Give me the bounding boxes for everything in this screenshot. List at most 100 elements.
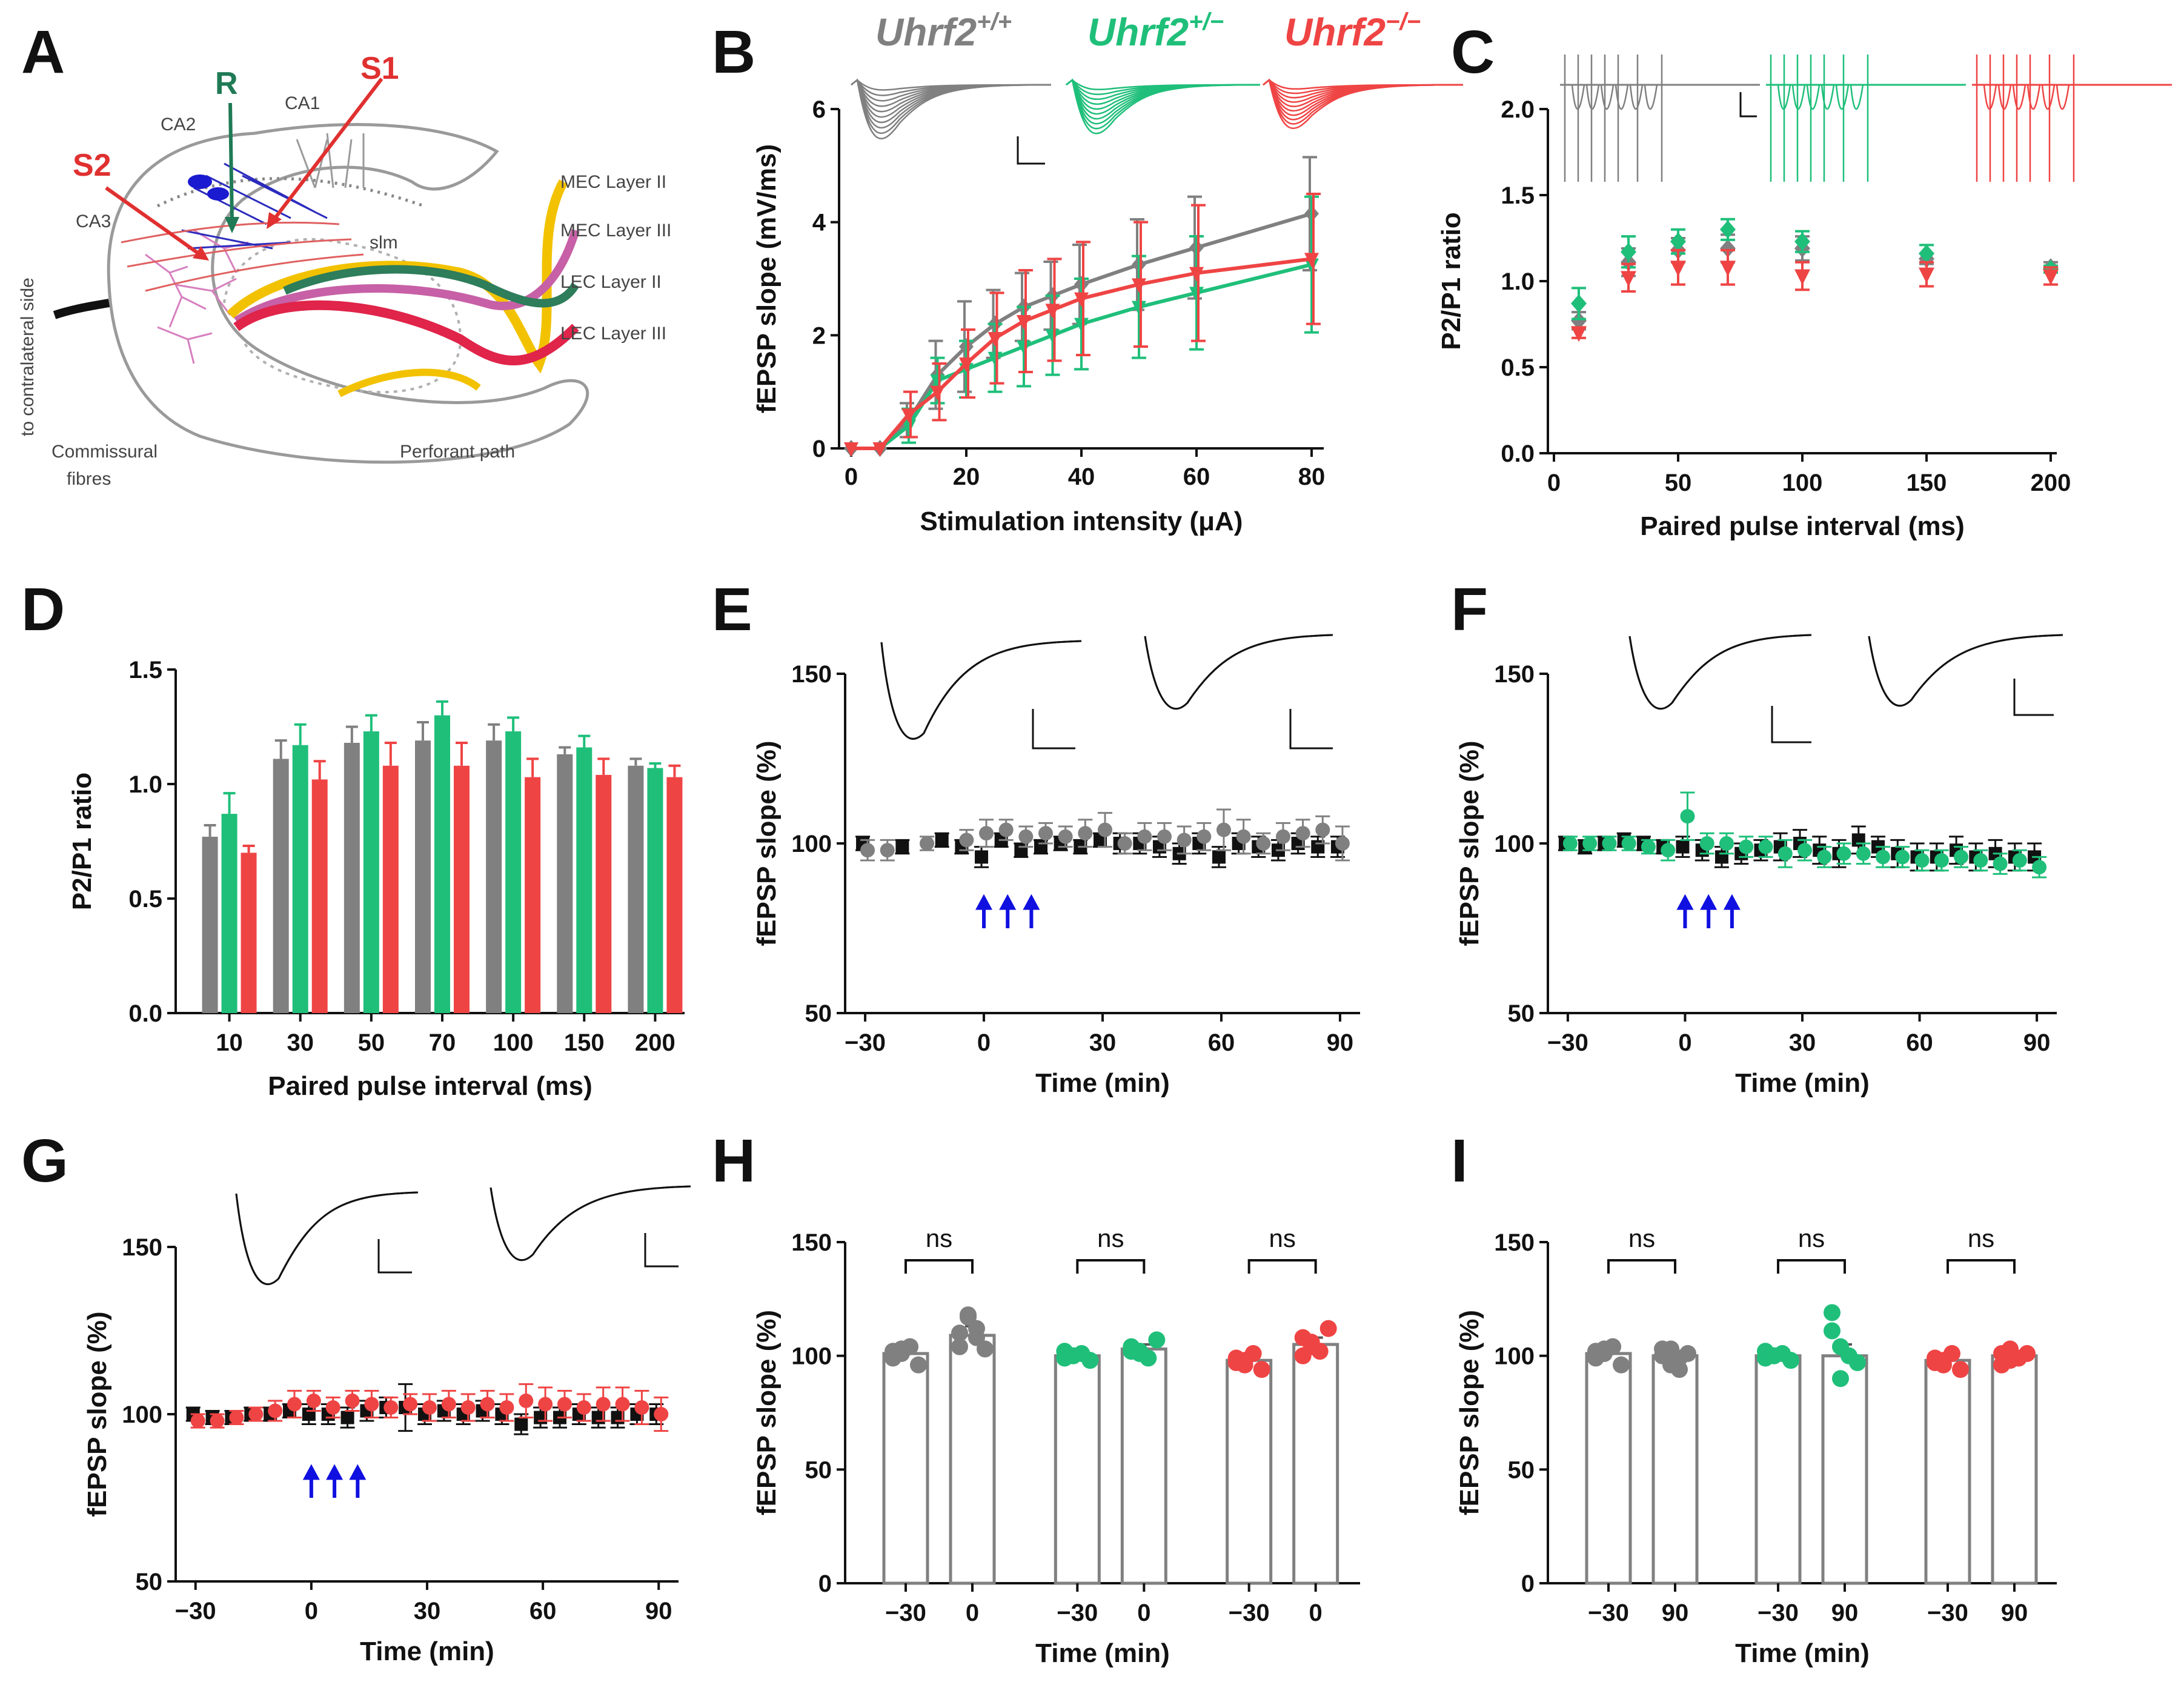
x-tick-label: 0 bbox=[966, 1600, 979, 1626]
bar bbox=[576, 747, 592, 1013]
data-point bbox=[895, 840, 909, 854]
y-tick-label: 50 bbox=[805, 1000, 832, 1027]
x-tick-label: 0 bbox=[1547, 470, 1561, 496]
x-tick-label: −30 bbox=[1757, 1600, 1799, 1626]
data-point bbox=[210, 1414, 225, 1429]
y-tick-label: 100 bbox=[791, 1343, 832, 1370]
data-point bbox=[1720, 239, 1736, 258]
sig-label: ns bbox=[926, 1224, 952, 1252]
bar bbox=[1754, 1354, 1802, 1585]
x-axis-label: Time (min) bbox=[1735, 1638, 1870, 1668]
trace-pp-wt bbox=[1644, 84, 1658, 110]
bar bbox=[415, 740, 431, 1013]
x-tick-label: −30 bbox=[1927, 1600, 1968, 1626]
data-point bbox=[1919, 244, 1934, 263]
data-point bbox=[959, 833, 974, 848]
trace-f-2 bbox=[1868, 634, 2063, 707]
y-tick-label: 1.0 bbox=[1501, 268, 1535, 295]
x-tick-label: 70 bbox=[429, 1029, 456, 1056]
data-point bbox=[576, 1400, 591, 1415]
label-contralateral: to contralateral side bbox=[18, 278, 38, 436]
y-tick-label: 150 bbox=[122, 1234, 162, 1261]
tbs-arrowhead bbox=[975, 894, 993, 910]
y-tick-label: 0.5 bbox=[128, 886, 162, 912]
trace-het bbox=[1066, 78, 1261, 135]
sig-bracket bbox=[1607, 1259, 1676, 1274]
x-tick-label: 50 bbox=[358, 1029, 385, 1056]
ca2-soma bbox=[188, 175, 212, 189]
data-point bbox=[1824, 1304, 1840, 1321]
data-point bbox=[872, 442, 888, 457]
data-point bbox=[480, 1397, 495, 1412]
x-tick-label: 200 bbox=[635, 1029, 675, 1056]
data-point bbox=[998, 822, 1014, 837]
y-axis-label: fEPSP slope (%) bbox=[1455, 1310, 1484, 1515]
data-point bbox=[1074, 292, 1089, 307]
x-tick-label: −30 bbox=[1057, 1600, 1098, 1626]
bar bbox=[557, 754, 573, 1013]
bar bbox=[311, 779, 328, 1013]
bar bbox=[647, 768, 663, 1013]
x-tick-label: 60 bbox=[1208, 1029, 1235, 1056]
series-line-0 bbox=[851, 211, 1312, 450]
label-slm: slm bbox=[370, 233, 398, 253]
data-point bbox=[1562, 836, 1578, 851]
data-point bbox=[901, 408, 916, 423]
data-point bbox=[1604, 1338, 1621, 1355]
bar bbox=[1292, 1343, 1339, 1585]
sig-label: ns bbox=[1097, 1224, 1124, 1252]
bar bbox=[666, 777, 683, 1013]
panel-label-i: I bbox=[1451, 1127, 1468, 1195]
chart-e-time-course: 50 100 150 Time (min) fEPSP slope (%) −30 0 30 6… bbox=[752, 661, 1360, 1098]
label-ca2: CA2 bbox=[161, 115, 196, 135]
x-tick-label: 0 bbox=[305, 1598, 318, 1624]
label-lec2: LEC Layer II bbox=[560, 272, 662, 292]
panel-label-g: G bbox=[21, 1127, 68, 1195]
trace-pp-het bbox=[1791, 84, 1806, 110]
y-tick-label: 0.0 bbox=[128, 1000, 162, 1027]
trace-pp-ko bbox=[2041, 84, 2056, 110]
data-point bbox=[951, 1325, 968, 1342]
series-line-2 bbox=[851, 257, 1312, 450]
data-point bbox=[1794, 269, 1810, 285]
x-tick-label: 30 bbox=[1089, 1029, 1117, 1056]
trace-g-2 bbox=[490, 1185, 691, 1262]
x-tick-label: 30 bbox=[287, 1029, 314, 1056]
bar bbox=[525, 777, 541, 1013]
sig-label: ns bbox=[1798, 1224, 1825, 1252]
data-point bbox=[1720, 261, 1736, 277]
data-point bbox=[1621, 836, 1636, 851]
bar bbox=[882, 1352, 929, 1585]
data-point bbox=[935, 833, 949, 847]
data-point bbox=[1676, 840, 1690, 854]
y-tick-label: 2.0 bbox=[1501, 96, 1535, 123]
data-point bbox=[1621, 242, 1636, 261]
data-point bbox=[1571, 326, 1587, 342]
x-tick-label: 80 bbox=[1298, 464, 1326, 490]
y-tick-label: 1.0 bbox=[128, 771, 162, 798]
x-tick-label: 30 bbox=[414, 1598, 441, 1624]
data-point bbox=[1335, 836, 1350, 851]
bar bbox=[382, 765, 399, 1013]
label-s2: S2 bbox=[73, 148, 111, 183]
label-perforant: Perforant path bbox=[400, 442, 515, 462]
y-tick-label: 2 bbox=[812, 322, 826, 349]
y-tick-label: 1.5 bbox=[128, 657, 162, 683]
data-point bbox=[1038, 826, 1054, 841]
x-axis-label: Time (min) bbox=[1735, 1068, 1870, 1098]
data-point bbox=[345, 1393, 360, 1408]
x-tick-label: −30 bbox=[1588, 1600, 1629, 1626]
x-tick-label: 90 bbox=[2001, 1600, 2028, 1626]
chart-d-paired-pulse-bars: 0.0 0.5 1.0 1.5 Paired pulse interval (ms) P2… bbox=[67, 657, 685, 1101]
data-point bbox=[1824, 1322, 1840, 1340]
sig-bracket bbox=[1777, 1259, 1846, 1274]
bar bbox=[1226, 1358, 1273, 1585]
trace-pp-wt bbox=[1629, 84, 1644, 110]
y-tick-label: 150 bbox=[1494, 1229, 1535, 1256]
trace-f-1 bbox=[1628, 634, 1812, 710]
data-point bbox=[1993, 856, 2008, 871]
scale-bar bbox=[1032, 709, 1075, 750]
trace-wt bbox=[851, 78, 1052, 139]
data-point bbox=[1914, 853, 1930, 868]
x-tick-label: 90 bbox=[645, 1598, 672, 1624]
